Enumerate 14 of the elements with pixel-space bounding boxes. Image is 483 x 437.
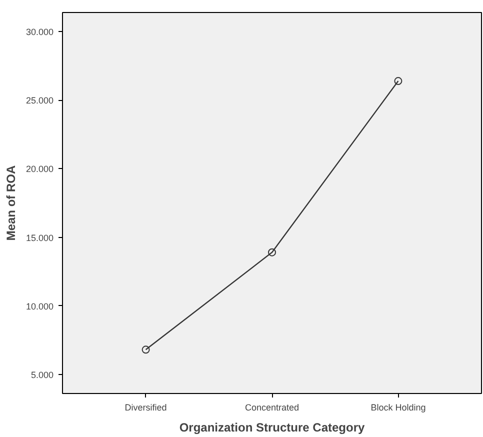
y-axis-title: Mean of ROA [4, 165, 18, 241]
y-tick-label: 15.000 [26, 232, 54, 243]
x-tick-label: Diversified [124, 402, 167, 412]
y-tick-label: 20.000 [26, 164, 54, 174]
y-tick-label: 25.000 [26, 96, 54, 106]
y-tick-label: 5.000 [30, 370, 54, 380]
point [142, 346, 150, 354]
y-tick-label: 10.000 [26, 301, 54, 312]
point [268, 248, 276, 256]
point [394, 77, 402, 86]
x-tick-label: Concentrated [244, 402, 300, 412]
x-tick-label: Block Holding [370, 402, 426, 412]
x-axis-title: Organization Structure Category [179, 420, 366, 434]
y-tick-label: 30.000 [26, 27, 54, 38]
